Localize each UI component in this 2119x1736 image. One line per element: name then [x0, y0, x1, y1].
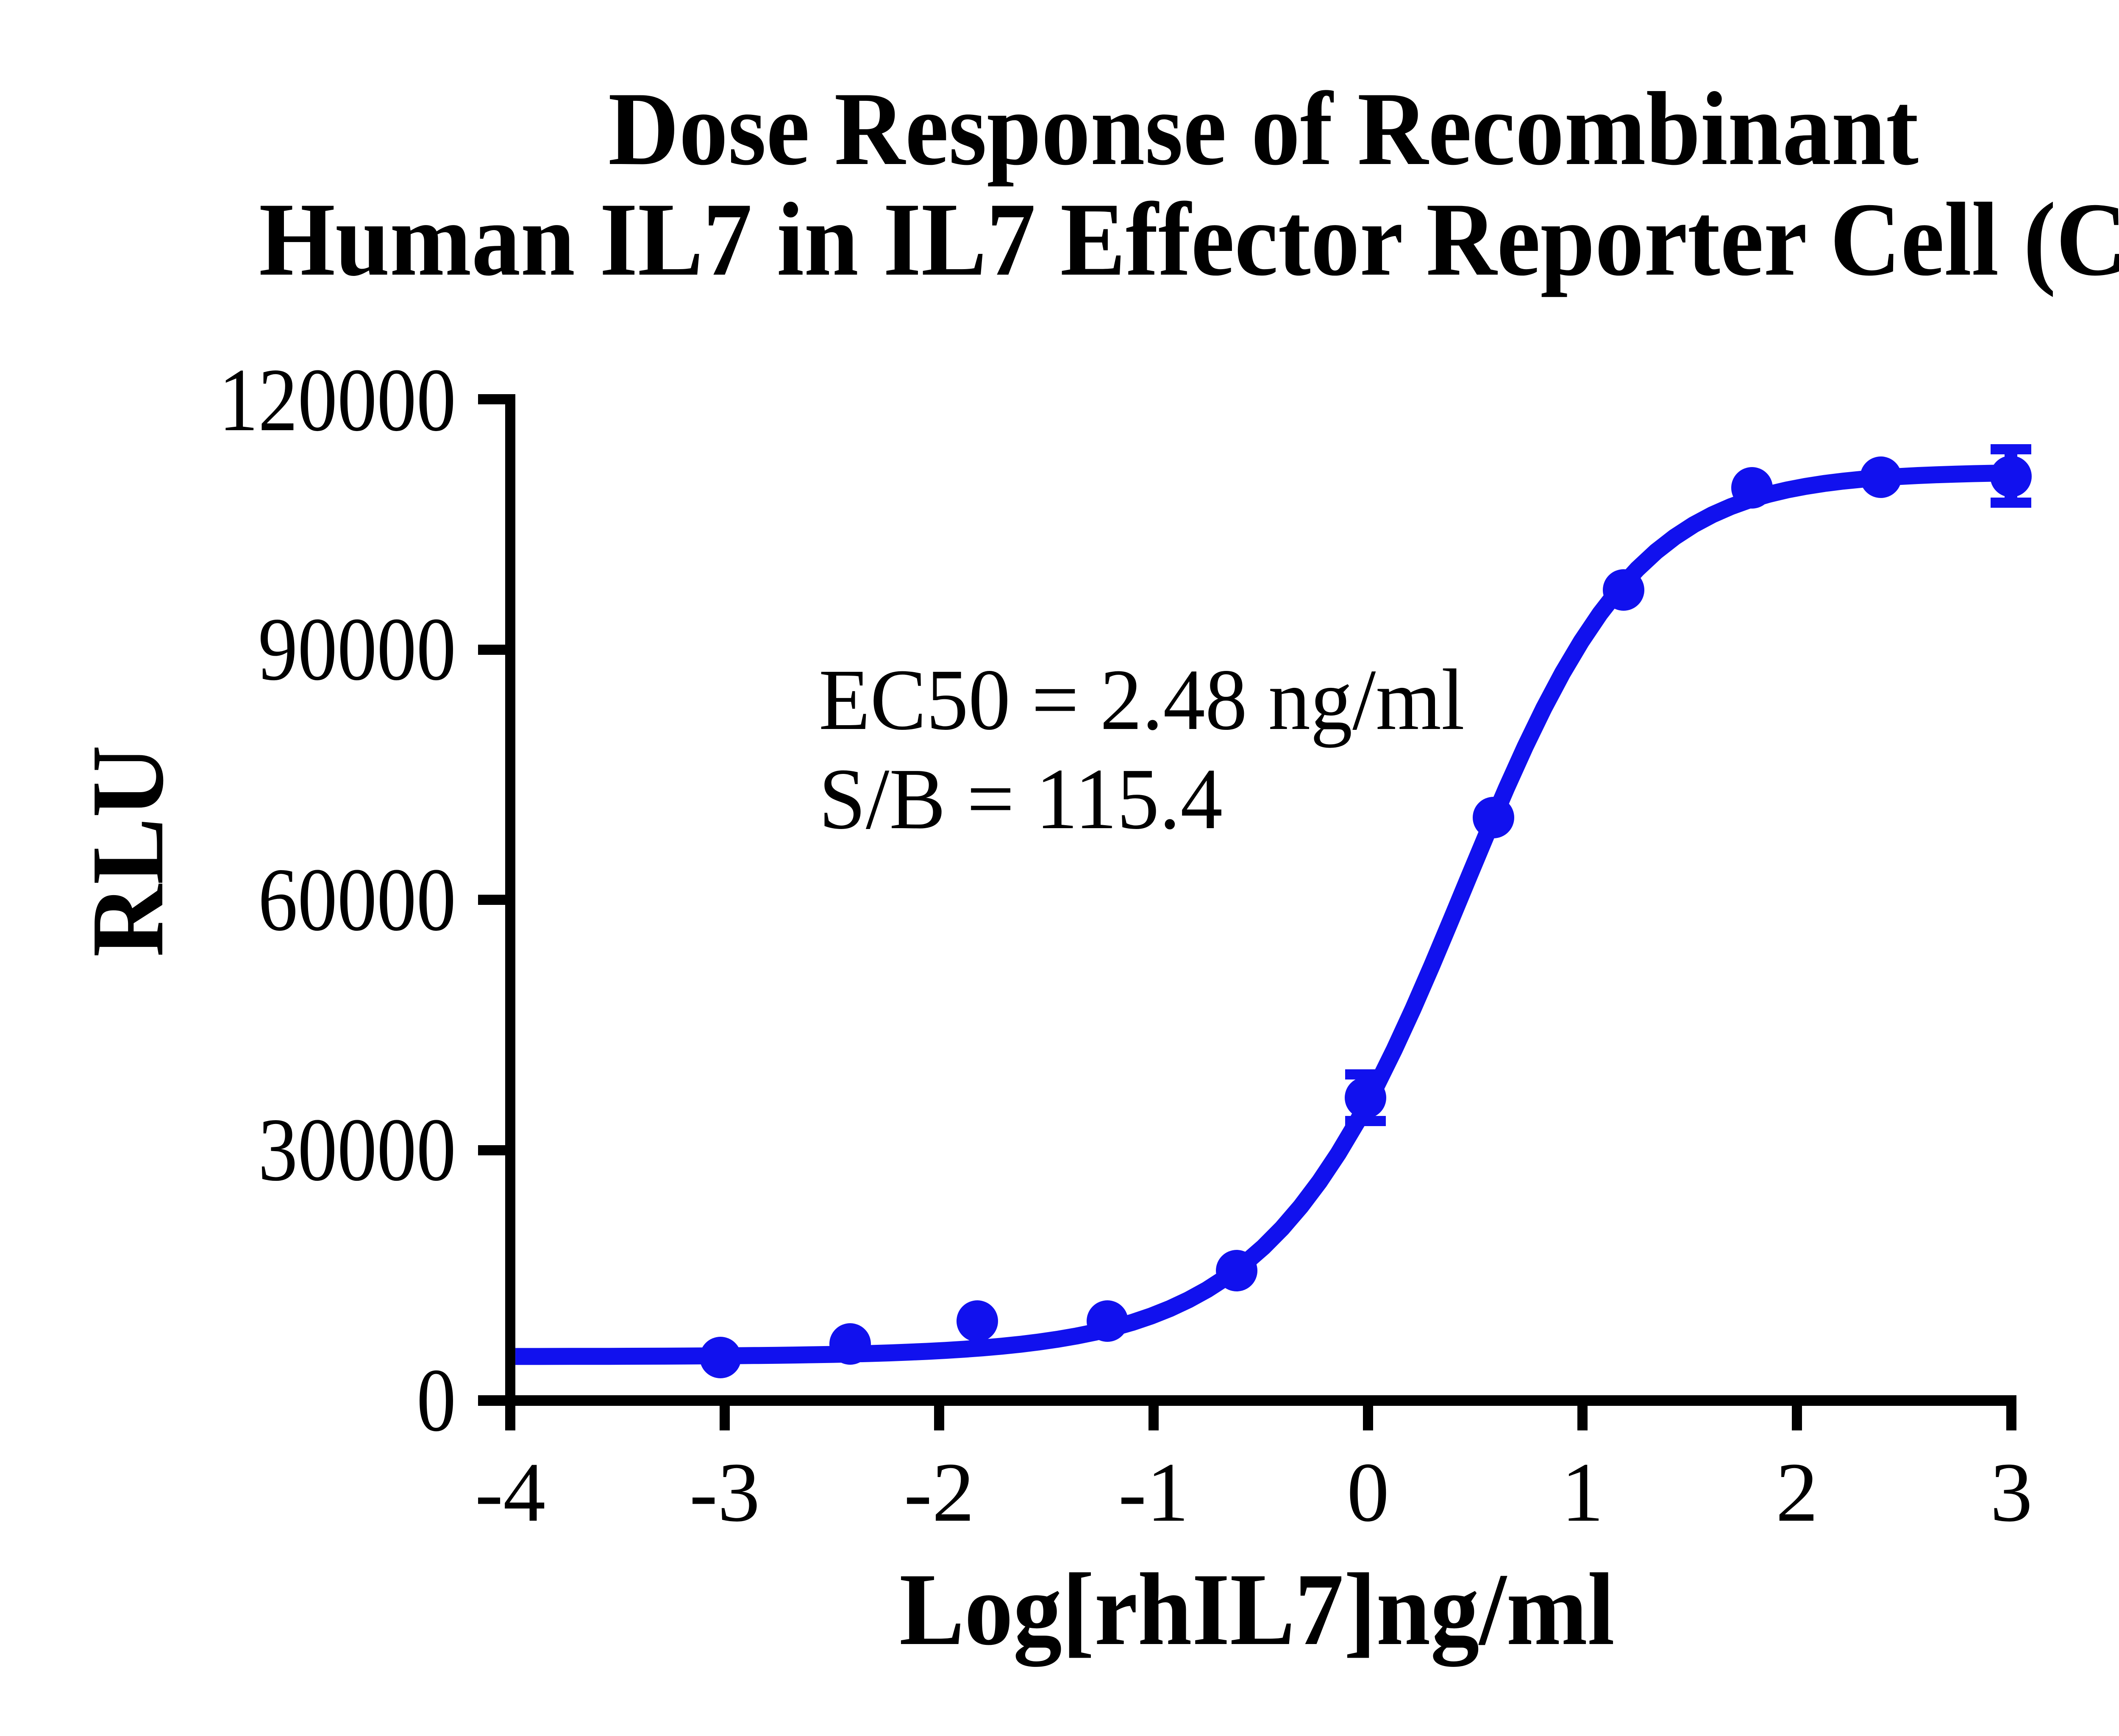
svg-text:0: 0 — [417, 1350, 456, 1450]
svg-text:Dose Response of Recombinant: Dose Response of Recombinant — [608, 70, 1919, 187]
svg-text:-2: -2 — [904, 1446, 975, 1539]
svg-text:EC50 = 2.48 ng/ml: EC50 = 2.48 ng/ml — [819, 651, 1465, 748]
svg-text:Log[rhIL7]ng/ml: Log[rhIL7]ng/ml — [899, 1552, 1615, 1667]
svg-text:90000: 90000 — [258, 599, 456, 699]
svg-text:120000: 120000 — [219, 350, 456, 450]
svg-text:S/B = 115.4: S/B = 115.4 — [819, 750, 1223, 847]
svg-text:RLU: RLU — [70, 745, 185, 957]
svg-text:2: 2 — [1776, 1446, 1818, 1539]
svg-text:-4: -4 — [475, 1446, 546, 1539]
svg-text:-3: -3 — [690, 1446, 760, 1539]
svg-text:30000: 30000 — [258, 1100, 456, 1200]
svg-text:1: 1 — [1561, 1446, 1604, 1539]
svg-text:60000: 60000 — [258, 850, 456, 950]
svg-text:3: 3 — [1990, 1446, 2033, 1539]
svg-text:Human IL7 in IL7 Effector Repo: Human IL7 in IL7 Effector Reporter Cell … — [259, 181, 2119, 298]
svg-text:-1: -1 — [1118, 1446, 1189, 1539]
svg-text:0: 0 — [1347, 1446, 1389, 1539]
